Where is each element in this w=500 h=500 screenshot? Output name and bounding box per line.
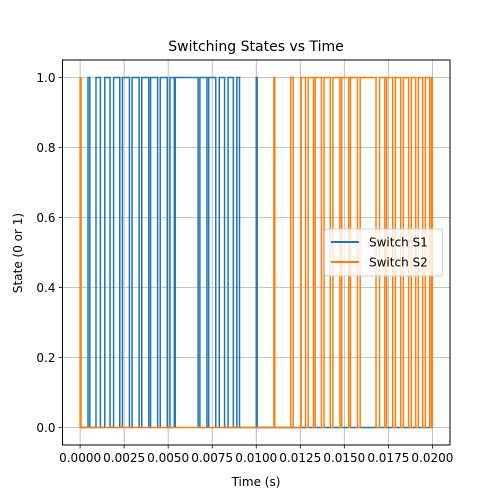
chart-title: Switching States vs Time — [168, 39, 343, 55]
x-tick-label: 0.0150 — [323, 451, 365, 465]
legend-label-switch-s2: Switch S2 — [369, 256, 428, 270]
y-axis-label: State (0 or 1) — [11, 213, 25, 293]
x-tick-label: 0.0050 — [147, 451, 189, 465]
y-tick-label: 0.8 — [36, 141, 55, 155]
y-tick-label: 0.2 — [36, 351, 55, 365]
legend-box — [324, 228, 443, 277]
x-axis-label: Time (s) — [231, 475, 281, 489]
y-axis-ticks: 0.0 0.2 0.4 0.6 0.8 1.0 — [36, 71, 63, 435]
x-tick-label: 0.0125 — [279, 451, 321, 465]
y-tick-label: 0.0 — [36, 421, 55, 435]
x-tick-label: 0.0100 — [235, 451, 277, 465]
x-tick-label: 0.0000 — [59, 451, 101, 465]
x-tick-label: 0.0200 — [411, 451, 453, 465]
legend-label-switch-s1: Switch S1 — [369, 236, 428, 250]
x-tick-label: 0.0075 — [191, 451, 233, 465]
x-axis-ticks: 0.0000 0.0025 0.0050 0.0075 0.0100 0.0125 0.01… — [59, 445, 453, 465]
x-tick-label: 0.0025 — [103, 451, 145, 465]
legend: Switch S1 Switch S2 — [324, 228, 443, 277]
x-tick-label: 0.0175 — [367, 451, 409, 465]
y-tick-label: 0.4 — [36, 281, 55, 295]
series-line-switch-s1 — [80, 76, 433, 429]
y-tick-label: 0.6 — [36, 211, 55, 225]
y-tick-label: 1.0 — [36, 71, 55, 85]
